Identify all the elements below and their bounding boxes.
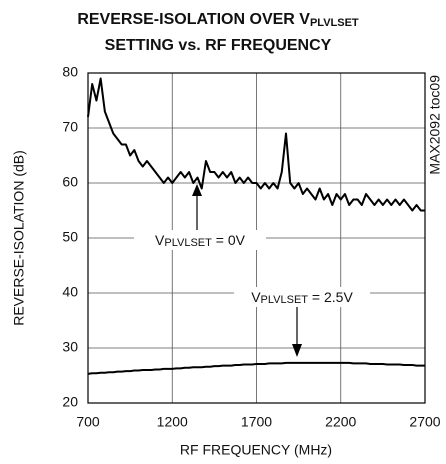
data-line bbox=[87, 361, 425, 375]
y-tick-label: 30 bbox=[62, 339, 78, 355]
y-tick-label: 70 bbox=[62, 119, 78, 135]
x-tick-label: 1700 bbox=[241, 414, 272, 430]
annotation-subscript: PLVLSET bbox=[261, 294, 309, 306]
annotation: VPLVLSET = 0V bbox=[155, 232, 246, 249]
x-tick-label: 2700 bbox=[409, 414, 440, 430]
annotation-text: V bbox=[251, 289, 261, 305]
y-tick-label: 20 bbox=[62, 394, 78, 410]
plot-frame bbox=[87, 72, 426, 404]
x-tick-label: 2200 bbox=[325, 414, 356, 430]
arrow-head bbox=[292, 344, 302, 357]
arrow-head bbox=[192, 184, 202, 196]
annotation-text: = 0V bbox=[212, 232, 246, 248]
x-tick-label: 700 bbox=[76, 414, 100, 430]
y-tick-label: 50 bbox=[62, 229, 78, 245]
title-text: REVERSE-ISOLATION OVER V bbox=[77, 11, 310, 28]
y-tick-label: 60 bbox=[62, 174, 78, 190]
title-subscript: PLVLSET bbox=[310, 17, 359, 29]
chart-title-line2: SETTING vs. RF FREQUENCY bbox=[105, 37, 332, 54]
annotation-text: = 2.5V bbox=[308, 289, 353, 305]
y-tick-label: 80 bbox=[62, 64, 78, 80]
annotations: VPLVLSET = 0V VPLVLSET = 2.5V bbox=[134, 184, 370, 357]
annotation-text: V bbox=[155, 232, 165, 248]
y-axis-label: REVERSE-ISOLATION (dB) bbox=[11, 150, 27, 326]
y-tick-label: 40 bbox=[62, 284, 78, 300]
label-background bbox=[134, 230, 266, 250]
plot-area: 20 30 40 50 60 70 80 700 1200 1700 2200 2700 bbox=[62, 64, 440, 430]
chart-title: REVERSE-ISOLATION OVER VPLVLSET bbox=[77, 11, 359, 29]
x-tick-label: 1200 bbox=[157, 414, 188, 430]
annotation: VPLVLSET = 2.5V bbox=[251, 289, 353, 306]
annotation-subscript: PLVLSET bbox=[164, 237, 212, 249]
side-label: MAX2092 toc09 bbox=[427, 75, 443, 175]
x-axis-label: RF FREQUENCY (MHz) bbox=[180, 442, 332, 458]
label-background bbox=[234, 287, 370, 307]
data-line bbox=[87, 77, 425, 212]
